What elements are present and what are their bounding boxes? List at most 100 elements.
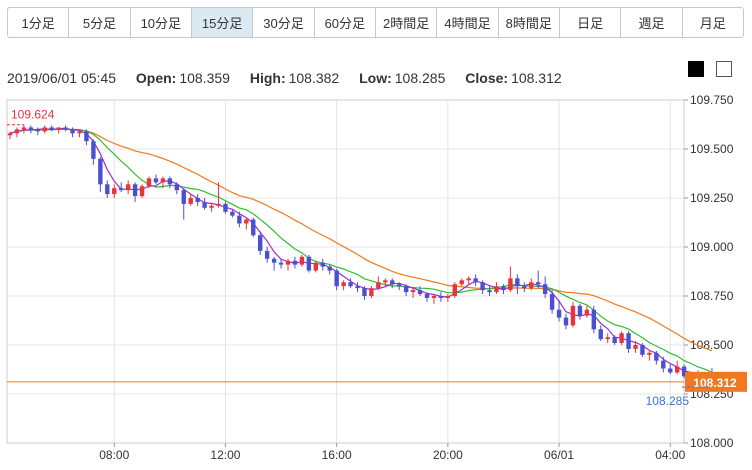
candle-body bbox=[556, 309, 562, 318]
tab-8hour[interactable]: 8時間足 bbox=[499, 8, 560, 37]
y-tick-label: 109.000 bbox=[690, 240, 734, 254]
candle-body bbox=[376, 282, 381, 289]
candle-body bbox=[681, 366, 687, 377]
candle-body bbox=[494, 286, 499, 293]
candle-body bbox=[306, 256, 312, 271]
candle-body bbox=[251, 219, 256, 236]
candle-body bbox=[21, 127, 27, 130]
candle-body bbox=[397, 284, 402, 287]
candle-body bbox=[612, 337, 617, 344]
candle-body bbox=[230, 211, 235, 216]
candle-body bbox=[647, 352, 652, 355]
candle-body bbox=[661, 360, 666, 369]
candle-body bbox=[605, 337, 610, 340]
x-tick-label: 12:00 bbox=[210, 448, 240, 462]
candle-body bbox=[63, 127, 68, 130]
candle-body bbox=[35, 129, 40, 132]
light-theme-button[interactable] bbox=[716, 61, 732, 77]
candle-body bbox=[146, 178, 152, 187]
candle-body bbox=[285, 260, 291, 265]
low-value: 108.285 bbox=[394, 70, 446, 86]
candle-body bbox=[105, 184, 110, 195]
candle-body bbox=[84, 131, 89, 142]
x-tick-label: 16:00 bbox=[322, 448, 352, 462]
candle-body bbox=[675, 366, 680, 373]
candle-body bbox=[237, 215, 242, 224]
candle-body bbox=[619, 333, 624, 344]
open-value: 108.359 bbox=[179, 70, 230, 86]
candle-body bbox=[390, 280, 395, 285]
candle-body bbox=[77, 131, 82, 134]
candle-body bbox=[174, 184, 179, 191]
candle-body bbox=[473, 278, 478, 283]
candle-body bbox=[452, 284, 457, 296]
candle-body bbox=[56, 127, 61, 130]
x-tick-label: 04:00 bbox=[655, 448, 685, 462]
candle-body bbox=[209, 205, 214, 208]
candle-body bbox=[480, 282, 485, 291]
candle-body bbox=[410, 290, 416, 293]
y-tick-label: 108.000 bbox=[690, 436, 734, 450]
tab-60min[interactable]: 60分足 bbox=[315, 8, 376, 37]
candle-body bbox=[487, 290, 492, 293]
candle-body bbox=[244, 219, 249, 224]
candle-body bbox=[466, 278, 471, 281]
candle-body bbox=[112, 188, 117, 195]
y-tick-label: 109.750 bbox=[690, 93, 734, 107]
tab-weekly[interactable]: 週足 bbox=[621, 8, 683, 37]
candle-body bbox=[542, 284, 548, 295]
candle-body bbox=[654, 352, 659, 361]
candle-body bbox=[355, 286, 360, 289]
tab-15min[interactable]: 15分足 bbox=[191, 8, 254, 37]
tab-10min[interactable]: 10分足 bbox=[131, 8, 192, 37]
candle-body bbox=[403, 286, 409, 293]
tab-monthly[interactable]: 月足 bbox=[699, 16, 726, 31]
tab-2hour[interactable]: 2時間足 bbox=[376, 8, 438, 37]
candle-body bbox=[98, 158, 103, 185]
timeframe-tabs: 1分足 5分足 10分足 15分足 30分足 60分足 2時間足 4時間足 8時… bbox=[7, 7, 744, 38]
tab-30min[interactable]: 30分足 bbox=[253, 8, 315, 37]
plot-area bbox=[6, 99, 685, 444]
candle-body bbox=[153, 178, 159, 183]
candle-body bbox=[563, 317, 569, 326]
candle-body bbox=[584, 309, 590, 316]
ma-long-line bbox=[9, 128, 713, 352]
tab-5min[interactable]: 5分足 bbox=[69, 8, 131, 37]
candle-body bbox=[515, 278, 520, 287]
candle-body bbox=[278, 262, 284, 265]
candle-body bbox=[633, 345, 638, 349]
candle-body bbox=[271, 258, 277, 263]
candle-body bbox=[14, 129, 20, 134]
high-value: 108.382 bbox=[288, 70, 340, 86]
x-tick-label: 20:00 bbox=[433, 448, 463, 462]
candle-body bbox=[195, 198, 200, 202]
candle-body bbox=[70, 129, 75, 134]
candle-body bbox=[167, 178, 173, 185]
candle-body bbox=[362, 288, 367, 296]
x-tick-label: 08:00 bbox=[99, 448, 129, 462]
candle-body bbox=[188, 198, 193, 204]
low-label: Low: bbox=[359, 70, 392, 86]
y-tick-label: 109.500 bbox=[690, 142, 734, 156]
tab-daily[interactable]: 日足 bbox=[560, 8, 622, 37]
tab-1min[interactable]: 1分足 bbox=[8, 8, 70, 37]
high-label: High: bbox=[249, 70, 286, 86]
candle-body bbox=[91, 141, 96, 159]
ohlc-datetime: 2019/06/01 05:45 bbox=[7, 70, 116, 86]
candle-body bbox=[570, 305, 576, 326]
dark-theme-button[interactable] bbox=[688, 61, 704, 77]
open-label: Open: bbox=[135, 70, 177, 86]
current-price-box bbox=[685, 371, 747, 392]
candle-body bbox=[668, 368, 673, 373]
candle-body bbox=[626, 333, 631, 349]
candle-body bbox=[445, 296, 451, 298]
candle-body bbox=[202, 201, 207, 208]
candle-body bbox=[216, 203, 221, 206]
candle-body bbox=[577, 305, 583, 316]
y-tick-label: 108.500 bbox=[690, 338, 734, 352]
candle-body bbox=[160, 178, 166, 183]
candle-body bbox=[508, 278, 513, 291]
candle-body bbox=[320, 262, 325, 267]
tab-4hour[interactable]: 4時間足 bbox=[437, 8, 499, 37]
